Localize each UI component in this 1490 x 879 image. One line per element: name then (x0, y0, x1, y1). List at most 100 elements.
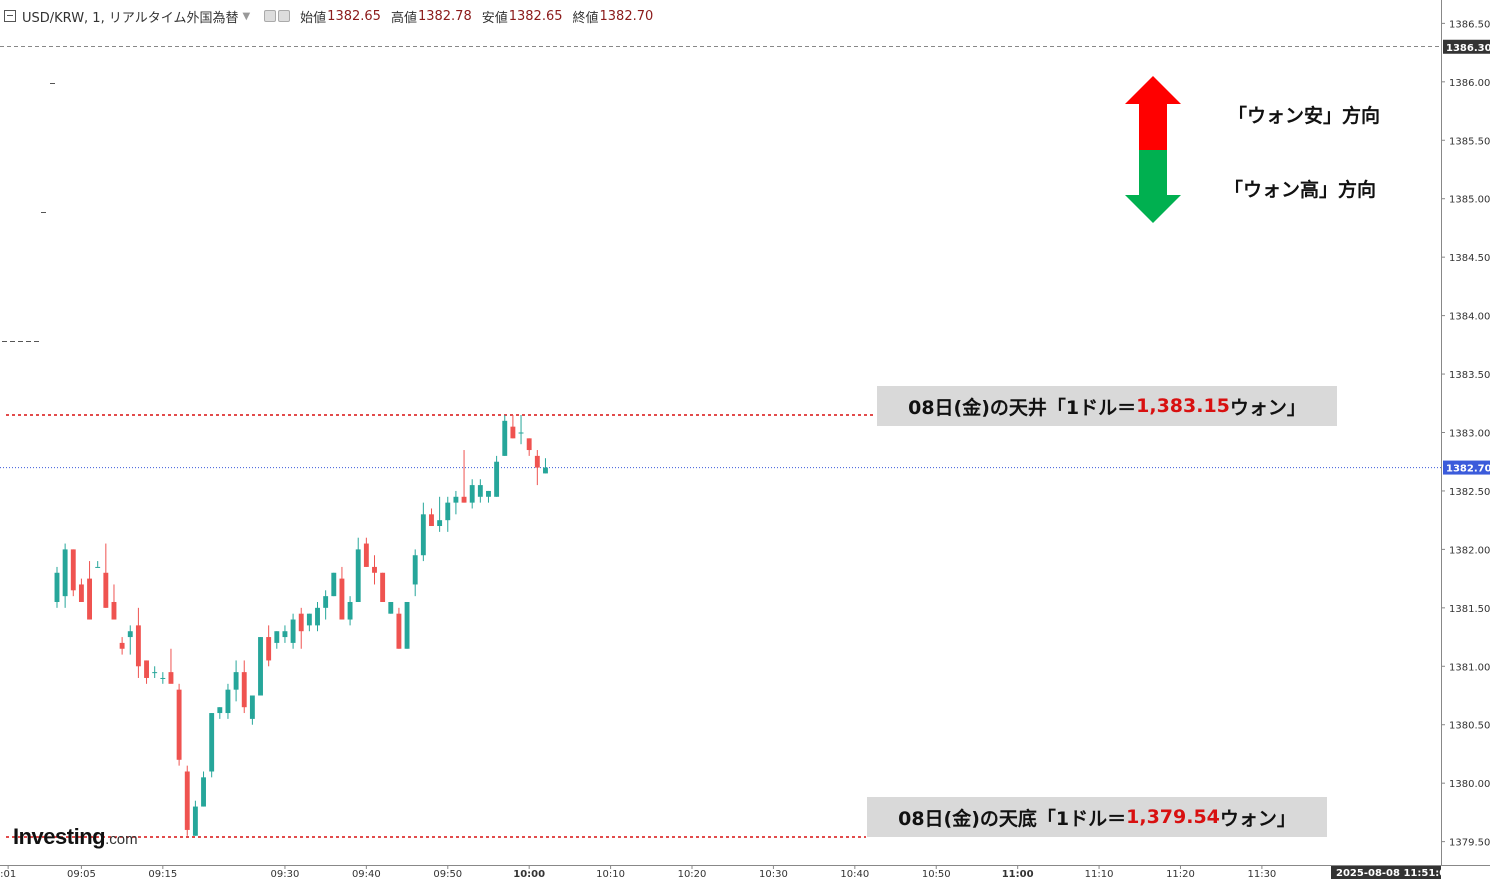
low-annotation-suffix: ウォン」 (1219, 807, 1296, 830)
candle[interactable] (453, 490, 459, 515)
candle[interactable] (363, 537, 369, 567)
candle[interactable] (518, 414, 524, 445)
candle-body (355, 549, 361, 602)
y-tick-label: 1380.50 (1449, 721, 1490, 732)
candle[interactable] (217, 707, 223, 719)
candle[interactable] (249, 695, 255, 725)
candle[interactable] (347, 596, 353, 626)
candle[interactable] (176, 683, 182, 766)
candle[interactable] (298, 607, 304, 649)
low-value: 1382.65 (508, 8, 563, 24)
y-tick-label: 1383.00 (1449, 429, 1490, 440)
up-arrow-icon (1125, 76, 1181, 150)
candle-body (306, 613, 312, 626)
y-tick-label: 1384.50 (1449, 253, 1490, 264)
candle[interactable] (502, 414, 508, 456)
candle[interactable] (543, 458, 548, 474)
candle[interactable] (127, 625, 133, 655)
candle[interactable] (168, 648, 174, 684)
high-value: 1382.78 (417, 8, 472, 24)
high-annotation-suffix: ウォン」 (1229, 396, 1306, 419)
candle[interactable] (445, 496, 451, 532)
candle-body (176, 689, 182, 760)
candle-body (168, 672, 174, 684)
candle[interactable] (70, 549, 76, 597)
candle[interactable] (144, 660, 149, 684)
x-tick-label: 10:30 (759, 869, 788, 879)
settings-icon[interactable] (278, 10, 291, 22)
candle[interactable] (412, 549, 418, 597)
candle[interactable] (290, 613, 296, 649)
candle[interactable] (274, 631, 280, 649)
candle[interactable] (469, 479, 475, 509)
current-price-badge-label: 1382.70 (1446, 464, 1490, 475)
candle[interactable] (225, 683, 231, 719)
candle[interactable] (339, 566, 345, 620)
candle[interactable] (461, 450, 467, 503)
candle[interactable] (486, 490, 491, 503)
candle[interactable] (119, 637, 125, 655)
candle-body (266, 637, 272, 661)
candle[interactable] (526, 438, 532, 456)
candle[interactable] (477, 479, 483, 503)
candle[interactable] (135, 607, 141, 678)
candle[interactable] (372, 555, 377, 585)
high-annotation-value: 1,383.15 (1136, 395, 1230, 417)
candle[interactable] (54, 566, 60, 608)
x-tick-label: 09:30 (271, 869, 300, 879)
candle[interactable] (420, 502, 426, 562)
candle[interactable] (494, 455, 500, 497)
investing-logo: Investing.com (13, 824, 138, 850)
candle[interactable] (258, 637, 263, 696)
candle[interactable] (323, 590, 329, 620)
chevron-down-icon[interactable]: ▼ (242, 10, 251, 22)
candle[interactable] (192, 800, 198, 836)
candle-body (420, 514, 426, 556)
candle[interactable] (396, 607, 402, 649)
candle-body (274, 631, 280, 643)
visibility-toggles[interactable] (264, 10, 291, 22)
candle[interactable] (331, 572, 337, 597)
candle-body (135, 625, 141, 667)
candle[interactable] (103, 543, 109, 608)
candle[interactable] (266, 625, 272, 667)
candle[interactable] (282, 625, 288, 643)
candle[interactable] (534, 450, 540, 486)
candle[interactable] (87, 561, 92, 620)
candle[interactable] (160, 672, 166, 684)
low-annotation-prefix: 08日(金)の天底「1ドル＝ (898, 807, 1127, 830)
candle[interactable] (510, 414, 516, 439)
candle[interactable] (315, 601, 320, 632)
eye-icon[interactable] (264, 10, 277, 22)
candle-body (315, 607, 320, 626)
candle[interactable] (306, 613, 312, 632)
candle-body (331, 572, 337, 597)
candle[interactable] (111, 584, 117, 620)
candle[interactable] (355, 537, 361, 602)
x-tick-label: 10:40 (840, 869, 869, 879)
candle[interactable] (78, 578, 84, 602)
candle[interactable] (62, 543, 68, 608)
candle[interactable] (388, 601, 394, 614)
candle[interactable] (184, 765, 190, 836)
candle[interactable] (404, 601, 410, 649)
candle[interactable] (201, 771, 206, 807)
candle[interactable] (380, 572, 386, 602)
candle-body (518, 432, 524, 434)
x-tick-label: 09:15 (148, 869, 177, 879)
candle-body (380, 572, 386, 602)
candle-body (445, 502, 451, 521)
candle-body (217, 707, 223, 714)
candle[interactable] (152, 666, 158, 678)
candle[interactable] (437, 496, 443, 532)
minus-square-icon[interactable] (4, 10, 16, 22)
candle[interactable] (429, 508, 434, 527)
candle[interactable] (209, 713, 215, 778)
candle-body (127, 631, 133, 638)
candle[interactable] (95, 561, 101, 568)
candle-body (388, 601, 394, 614)
y-tick-label: 1380.00 (1449, 779, 1490, 790)
candle[interactable] (241, 660, 247, 714)
candle[interactable] (233, 660, 239, 702)
